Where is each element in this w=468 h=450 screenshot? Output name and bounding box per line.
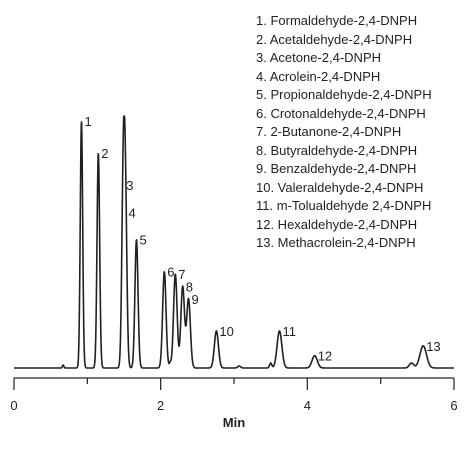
peak-label-1: 1 <box>85 114 92 129</box>
legend-item: 2. Acetaldehyde-2,4-DNPH <box>256 31 413 47</box>
legend-item: 6. Crotonaldehyde-2,4-DNPH <box>256 105 426 121</box>
x-tick-label: 0 <box>10 398 17 413</box>
peak-label-11: 11 <box>283 324 297 339</box>
x-tick-label: 2 <box>157 398 164 413</box>
legend-item: 5. Propionaldehyde-2,4-DNPH <box>256 87 432 102</box>
peak-label-10: 10 <box>219 324 233 339</box>
legend-item: 9. Benzaldehyde-2,4-DNPH <box>256 161 417 176</box>
x-axis-title: Min <box>223 415 245 430</box>
legend-item: 11. m-Tolualdehyde 2,4-DNPH <box>256 198 432 213</box>
peak-label-6: 6 <box>167 265 174 280</box>
legend-item: 3. Acetone-2,4-DNPH <box>256 50 382 65</box>
legend-item: 4. Acrolein-2,4-DNPH <box>256 68 381 84</box>
peak-label-8: 8 <box>186 280 193 295</box>
legend-item: 12. Hexaldehyde-2,4-DNPH <box>256 216 418 232</box>
peak-label-4: 4 <box>129 205 136 220</box>
legend-item: 8. Butyraldehyde-2,4-DNPH <box>256 142 418 158</box>
peak-label-3: 3 <box>126 178 133 193</box>
legend-item: 7. 2-Butanone-2,4-DNPH <box>256 124 402 139</box>
x-axis: 0 2 4 6 <box>10 377 458 413</box>
chromatogram-trace <box>13 115 455 369</box>
peak-label-13: 13 <box>426 339 440 354</box>
x-tick-label: 6 <box>450 398 457 413</box>
legend-item: 10. Valeraldehyde-2,4-DNPH <box>256 179 424 195</box>
peak-label-12: 12 <box>318 349 332 364</box>
peak-label-7: 7 <box>178 267 185 282</box>
legend-item: 13. Methacrolein-2,4-DNPH <box>256 235 416 250</box>
peak-label-2: 2 <box>101 146 108 161</box>
legend: 1. Formaldehyde-2,4-DNPH 2. Acetaldehyde-… <box>256 12 432 253</box>
x-tick-label: 4 <box>304 398 311 413</box>
legend-item: 1. Formaldehyde-2,4-DNPH <box>256 13 418 28</box>
peak-label-9: 9 <box>192 292 199 307</box>
peak-label-5: 5 <box>140 233 147 248</box>
